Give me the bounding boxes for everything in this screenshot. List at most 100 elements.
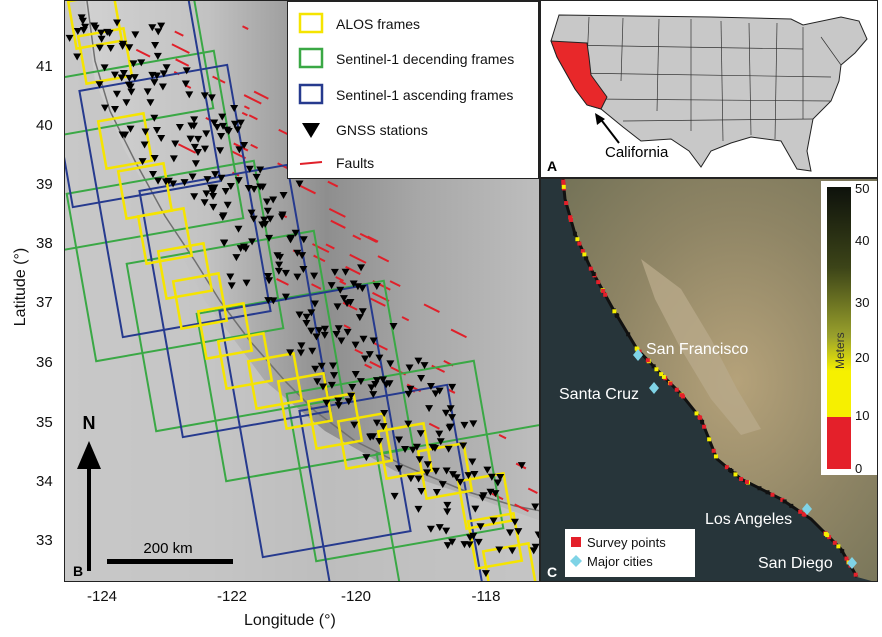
s1-descending-frame [65, 1, 215, 143]
gnss-station-marker [209, 192, 218, 200]
legend-gnss-icon [302, 123, 320, 138]
alos-frame [481, 541, 539, 581]
city-label-santa-cruz: Santa Cruz [559, 386, 639, 403]
survey-point [651, 364, 656, 369]
fault-segment [339, 280, 347, 286]
gnss-station-marker [279, 191, 288, 199]
alos-frame [156, 241, 214, 301]
panel-c-label: C [547, 564, 557, 580]
gnss-station-marker [423, 461, 432, 469]
survey-point [711, 448, 716, 453]
gnss-station-marker [444, 445, 453, 453]
alos-frame [456, 471, 514, 531]
gnss-station-marker [343, 300, 352, 308]
survey-point [832, 540, 837, 545]
survey-point [580, 249, 585, 254]
city-marker-san-francisco [633, 349, 643, 361]
gnss-station-marker [312, 333, 321, 341]
fault-segment [177, 143, 197, 154]
gnss-station-marker [442, 527, 451, 535]
gnss-station-marker [150, 79, 159, 87]
survey-point [853, 572, 858, 577]
gnss-station-marker [266, 215, 275, 223]
gnss-station-marker [127, 88, 136, 96]
gnss-station-marker [435, 387, 444, 395]
gnss-station-marker [153, 52, 162, 60]
gnss-station-marker [329, 362, 338, 370]
gnss-station-marker [281, 269, 290, 277]
gnss-station-marker [317, 362, 326, 370]
gnss-station-marker [479, 492, 488, 500]
legend-survey-swatch [571, 537, 581, 547]
fault-segment [135, 48, 151, 58]
satellite-map: San Francisco Santa Cruz Los Angeles San… [541, 179, 877, 581]
survey-point [757, 486, 762, 491]
gnss-station-marker [375, 437, 384, 445]
s1-descending-frame [375, 419, 539, 581]
scale-bar [107, 559, 233, 564]
gnss-station-marker [425, 405, 434, 413]
fault-segment [243, 94, 262, 105]
gnss-station-marker [151, 41, 160, 49]
gnss-station-marker [487, 473, 496, 481]
fault-segment [527, 487, 538, 494]
gnss-station-marker [327, 381, 336, 389]
gnss-station-marker [186, 135, 195, 143]
survey-point [733, 472, 738, 477]
gnss-station-marker [302, 319, 311, 327]
gnss-station-marker [236, 119, 245, 127]
gnss-station-marker [534, 531, 539, 539]
gnss-station-marker [334, 325, 343, 333]
x-tick: -122 [216, 588, 248, 605]
gnss-station-marker [442, 467, 451, 475]
survey-point [713, 454, 718, 459]
survey-point [707, 437, 712, 442]
survey-point [770, 492, 775, 497]
gnss-station-marker [169, 155, 178, 163]
fault-segment [352, 234, 362, 241]
gnss-station-marker [230, 120, 239, 128]
gnss-station-marker [113, 19, 122, 27]
gnss-station-marker [233, 126, 242, 134]
gnss-station-marker [344, 398, 353, 406]
legend-c [565, 529, 695, 577]
gnss-station-marker [430, 444, 439, 452]
gnss-station-marker [406, 385, 415, 393]
gnss-station-marker [121, 131, 130, 139]
legend-gnss-label: GNSS stations [336, 122, 428, 138]
gnss-station-marker [448, 538, 457, 546]
city-marker-santa-cruz [649, 382, 659, 394]
gnss-station-marker [296, 349, 305, 357]
legend-survey-label: Survey points [587, 535, 666, 550]
y-tick: 37 [36, 294, 53, 311]
gnss-station-marker [218, 113, 227, 121]
gnss-station-marker [491, 490, 500, 498]
gnss-station-marker [372, 377, 381, 385]
survey-point [798, 509, 803, 514]
legend-faults-label: Faults [336, 155, 374, 171]
gnss-station-marker [79, 26, 88, 34]
gnss-station-marker [295, 311, 304, 319]
survey-point [700, 419, 705, 424]
colorbar-tick: 20 [855, 350, 869, 365]
gnss-station-marker [223, 201, 232, 209]
survey-point [588, 266, 593, 271]
survey-point [584, 256, 589, 261]
gnss-station-marker [218, 213, 227, 221]
gnss-station-marker [395, 436, 404, 444]
gnss-station-marker [154, 28, 163, 36]
gnss-station-marker [431, 390, 440, 398]
survey-point [827, 535, 832, 540]
gnss-station-marker [489, 517, 498, 525]
gnss-station-marker [336, 286, 345, 294]
s1-ascending-frame [138, 163, 332, 439]
gnss-station-marker [366, 433, 375, 441]
gnss-station-marker [278, 211, 287, 219]
fault-segment [312, 243, 330, 254]
gnss-station-marker [481, 570, 490, 578]
gnss-station-marker [372, 419, 381, 427]
survey-point [615, 314, 620, 319]
fault-segment [253, 90, 269, 100]
gnss-station-marker [247, 209, 256, 217]
survey-point [582, 252, 587, 257]
